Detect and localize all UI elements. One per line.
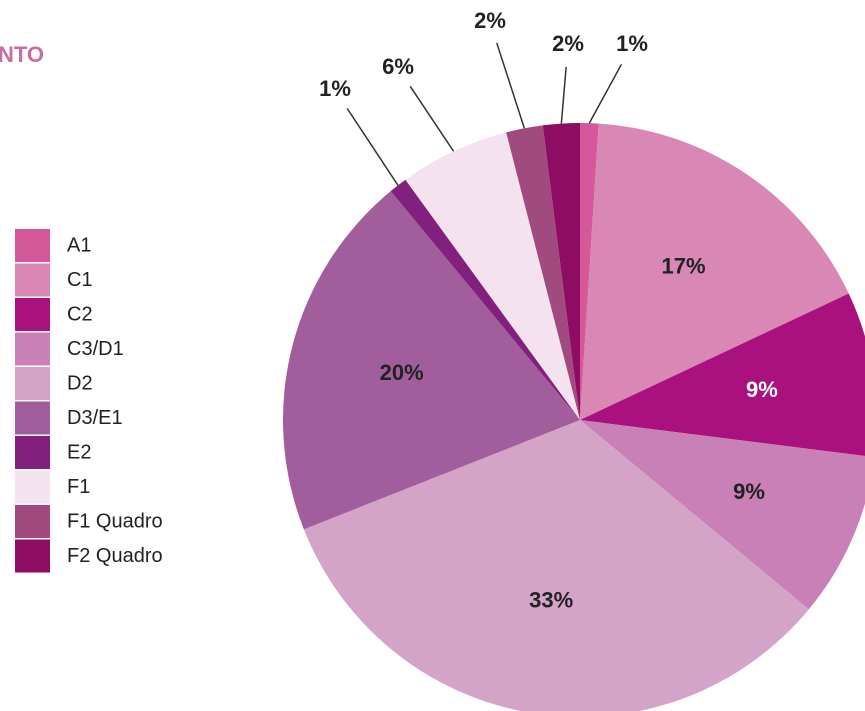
legend-swatch	[15, 436, 50, 469]
pie-slice	[542, 123, 580, 420]
legend-swatch	[15, 470, 50, 504]
data-label: 2%	[474, 8, 506, 33]
data-label: 9%	[746, 377, 778, 402]
pie-slice	[303, 420, 809, 711]
data-label: 9%	[733, 479, 765, 504]
pie-slice	[506, 125, 580, 421]
legend-swatch	[15, 505, 50, 538]
legend-swatch	[15, 298, 50, 331]
legend-label: F2 Quadro	[67, 545, 163, 567]
leader-line	[560, 66, 567, 124]
data-label: 20%	[380, 360, 424, 385]
pie-slice	[282, 191, 580, 530]
legend-label: A1	[67, 234, 91, 256]
data-label: 2%	[552, 31, 584, 56]
legend-label: D2	[67, 372, 93, 394]
pie-slice	[580, 123, 599, 420]
legend-label: E2	[67, 441, 91, 463]
data-label: 17%	[661, 254, 705, 279]
legend-label: F1 Quadro	[67, 510, 163, 532]
legend-label: C3/D1	[67, 338, 124, 360]
legend-label: D3/E1	[67, 407, 123, 429]
data-label: 1%	[319, 76, 351, 101]
pie-slice	[405, 132, 580, 420]
legend-label: C2	[67, 303, 93, 325]
leader-line	[409, 85, 455, 152]
leader-line	[588, 63, 623, 124]
legend-swatch	[15, 367, 50, 400]
pie-slice	[580, 123, 849, 420]
pie-slice	[390, 179, 580, 420]
legend-label: F1	[67, 476, 90, 498]
legend-swatch	[15, 263, 50, 297]
pie-slice	[580, 293, 865, 457]
pie-slice	[580, 420, 865, 610]
data-label: 33%	[529, 588, 573, 613]
data-label: 6%	[382, 54, 414, 79]
legend-swatch	[15, 229, 50, 262]
leader-line	[496, 42, 526, 129]
legend-label: C1	[67, 269, 93, 291]
legend-swatch	[15, 539, 50, 573]
chart-title: NTO	[0, 42, 44, 67]
legend-swatch	[15, 401, 50, 435]
leader-line	[346, 107, 399, 186]
data-label: 1%	[616, 31, 648, 56]
legend-swatch	[15, 332, 50, 366]
